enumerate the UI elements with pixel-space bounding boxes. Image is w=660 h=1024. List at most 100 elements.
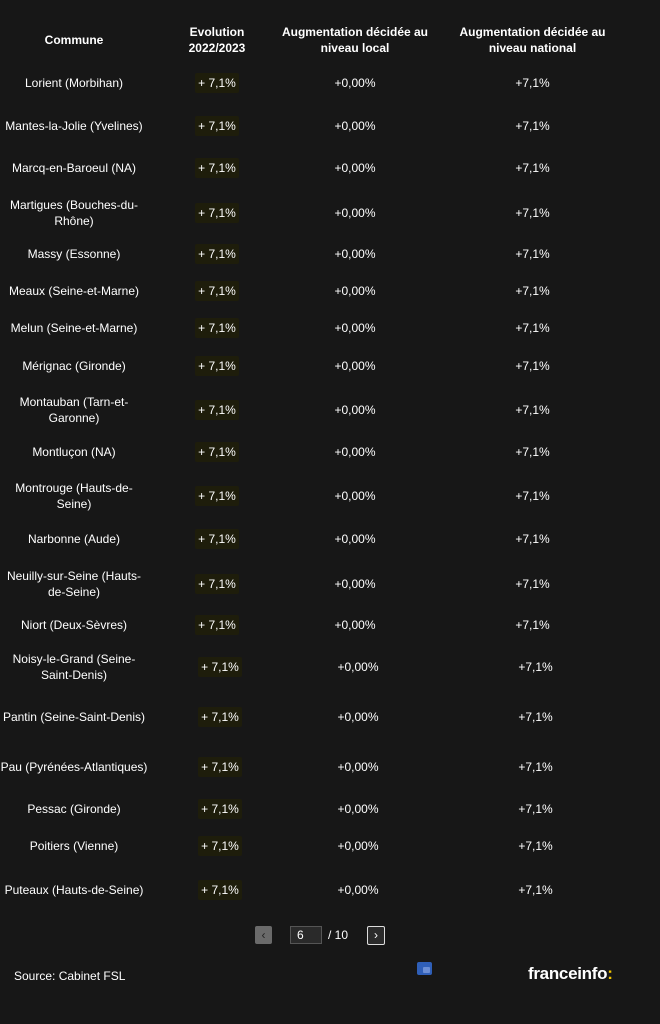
cell-evolution: + 7,1%	[175, 190, 259, 236]
cell-evolution-text: + 7,1%	[195, 529, 239, 549]
cell-evolution-text: + 7,1%	[195, 574, 239, 594]
table-row: Neuilly-sur-Seine (Hauts-de-Seine) + 7,1%…	[0, 561, 660, 607]
cell-commune-text: Noisy-le-Grand (Seine-Saint-Denis)	[12, 652, 136, 682]
cell-evolution-text: + 7,1%	[195, 158, 239, 178]
cell-evolution-text: + 7,1%	[198, 799, 242, 819]
cell-commune-text: Mérignac (Gironde)	[22, 359, 126, 373]
cell-evolution-text: + 7,1%	[195, 281, 239, 301]
cell-evolution-text: + 7,1%	[198, 757, 242, 777]
cell-local-text: +0,00%	[337, 660, 379, 674]
cell-national-text: +7,1%	[515, 618, 550, 632]
cell-local-text: +0,00%	[334, 359, 376, 373]
cell-local: +0,00%	[273, 829, 443, 863]
cell-national-text: +7,1%	[515, 577, 550, 591]
cell-commune-text: Puteaux (Hauts-de-Seine)	[4, 883, 144, 897]
cell-local: +0,00%	[270, 434, 440, 470]
prev-page-button[interactable]: ‹	[255, 926, 272, 944]
cell-national-text: +7,1%	[515, 247, 550, 261]
cell-commune-text: Pantin (Seine-Saint-Denis)	[2, 710, 146, 724]
header-national[interactable]: Augmentation décidée au niveau national	[459, 25, 606, 55]
cell-national: +7,1%	[448, 745, 623, 789]
cell-local: +0,00%	[270, 348, 440, 384]
cell-commune: Noisy-le-Grand (Seine-Saint-Denis)	[0, 644, 148, 690]
cell-local: +0,00%	[270, 521, 440, 557]
cell-commune: Montluçon (NA)	[0, 434, 148, 470]
header-evolution[interactable]: Evolution 2022/2023	[188, 25, 246, 55]
table-row: Massy (Essonne) + 7,1% +0,00% +7,1%	[0, 237, 660, 271]
page-number-input[interactable]	[290, 926, 322, 944]
cell-local: +0,00%	[270, 274, 440, 308]
cell-evolution: + 7,1%	[175, 561, 259, 607]
cell-commune: Pantin (Seine-Saint-Denis)	[0, 694, 148, 740]
header-commune[interactable]: Commune	[44, 33, 104, 47]
header-local[interactable]: Augmentation décidée au niveau local	[281, 25, 429, 55]
cell-commune-text: Lorient (Morbihan)	[24, 76, 124, 90]
cell-local: +0,00%	[270, 388, 440, 432]
cell-local: +0,00%	[270, 237, 440, 271]
cell-evolution-text: + 7,1%	[195, 356, 239, 376]
cell-commune-text: Narbonne (Aude)	[27, 532, 121, 546]
cell-commune-text: Montauban (Tarn-et-Garonne)	[19, 395, 129, 425]
cell-commune: Montrouge (Hauts-de-Seine)	[0, 474, 148, 518]
franceinfo-logo[interactable]: franceinfo:	[528, 964, 613, 984]
cell-national: +7,1%	[445, 610, 620, 640]
cell-evolution: + 7,1%	[175, 64, 259, 102]
cell-commune-text: Neuilly-sur-Seine (Hauts-de-Seine)	[6, 569, 142, 599]
cell-evolution-text: + 7,1%	[198, 836, 242, 856]
cell-national: +7,1%	[448, 694, 623, 740]
cell-local-text: +0,00%	[337, 802, 379, 816]
page-total: / 10	[328, 928, 349, 942]
next-page-button[interactable]: ›	[367, 926, 385, 945]
cell-national: +7,1%	[445, 104, 620, 148]
cell-commune: Neuilly-sur-Seine (Hauts-de-Seine)	[0, 561, 148, 607]
cell-national: +7,1%	[448, 644, 623, 690]
cell-local-text: +0,00%	[334, 247, 376, 261]
cell-national-text: +7,1%	[515, 489, 550, 503]
translate-icon[interactable]	[417, 962, 432, 975]
cell-local-text: +0,00%	[337, 760, 379, 774]
cell-evolution-text: + 7,1%	[195, 400, 239, 420]
cell-evolution-text: + 7,1%	[195, 203, 239, 223]
cell-evolution-text: + 7,1%	[195, 442, 239, 462]
cell-national-text: +7,1%	[515, 532, 550, 546]
cell-local: +0,00%	[273, 644, 443, 690]
cell-national-text: +7,1%	[515, 119, 550, 133]
cell-evolution: + 7,1%	[175, 150, 259, 186]
cell-evolution: + 7,1%	[178, 792, 262, 826]
data-table: Commune Evolution 2022/2023 Augmentation…	[0, 0, 660, 900]
cell-national: +7,1%	[445, 474, 620, 518]
cell-national-text: +7,1%	[515, 206, 550, 220]
cell-local: +0,00%	[273, 694, 443, 740]
cell-evolution: + 7,1%	[175, 388, 259, 432]
cell-evolution: + 7,1%	[175, 274, 259, 308]
cell-commune: Massy (Essonne)	[0, 237, 148, 271]
cell-national-text: +7,1%	[515, 321, 550, 335]
cell-local: +0,00%	[270, 104, 440, 148]
cell-local: +0,00%	[273, 745, 443, 789]
cell-national-text: +7,1%	[518, 710, 553, 724]
cell-national: +7,1%	[448, 866, 623, 914]
cell-national-text: +7,1%	[515, 359, 550, 373]
logo-colon: :	[607, 964, 613, 983]
cell-evolution: + 7,1%	[178, 745, 262, 789]
cell-commune-text: Marcq-en-Baroeul (NA)	[11, 161, 137, 175]
cell-commune-text: Montrouge (Hauts-de-Seine)	[15, 481, 133, 511]
cell-local: +0,00%	[273, 866, 443, 914]
cell-national: +7,1%	[445, 434, 620, 470]
table-row: Meaux (Seine-et-Marne) + 7,1% +0,00% +7,1%	[0, 274, 660, 308]
cell-evolution-text: + 7,1%	[195, 486, 239, 506]
cell-commune-text: Massy (Essonne)	[27, 247, 121, 261]
cell-local: +0,00%	[273, 792, 443, 826]
cell-commune: Pessac (Gironde)	[0, 792, 148, 826]
cell-commune: Niort (Deux-Sèvres)	[0, 610, 148, 640]
logo-text: franceinfo	[528, 964, 608, 983]
cell-evolution: + 7,1%	[178, 644, 262, 690]
cell-evolution-text: + 7,1%	[198, 707, 242, 727]
cell-evolution: + 7,1%	[175, 237, 259, 271]
cell-local-text: +0,00%	[334, 489, 376, 503]
cell-evolution-text: + 7,1%	[195, 244, 239, 264]
cell-commune-text: Niort (Deux-Sèvres)	[20, 618, 128, 632]
cell-commune: Pau (Pyrénées-Atlantiques)	[0, 745, 148, 789]
cell-commune: Marcq-en-Baroeul (NA)	[0, 150, 148, 186]
cell-commune: Poitiers (Vienne)	[0, 829, 148, 863]
